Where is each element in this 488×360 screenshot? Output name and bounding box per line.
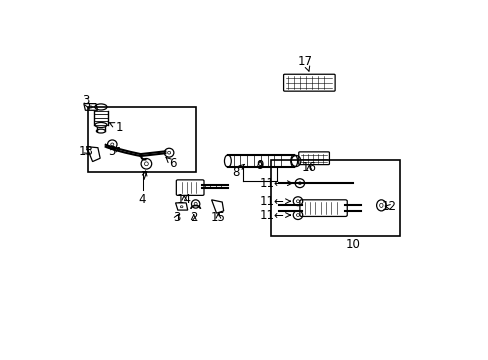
Text: 16: 16 bbox=[301, 161, 316, 175]
Text: 12: 12 bbox=[381, 200, 396, 213]
Text: 1: 1 bbox=[109, 121, 123, 134]
Text: 3: 3 bbox=[173, 211, 180, 224]
Text: 9: 9 bbox=[256, 159, 264, 172]
Text: 8: 8 bbox=[231, 165, 244, 179]
Text: 11←: 11← bbox=[259, 177, 291, 190]
Bar bbox=[87, 107, 195, 172]
Text: 17: 17 bbox=[298, 55, 312, 71]
Text: 14: 14 bbox=[177, 193, 191, 206]
Text: 4: 4 bbox=[139, 193, 146, 206]
Text: 10: 10 bbox=[345, 238, 360, 251]
Text: 11←: 11← bbox=[259, 195, 290, 208]
Text: 15: 15 bbox=[210, 211, 225, 224]
Text: 5: 5 bbox=[108, 145, 119, 158]
Text: 13: 13 bbox=[78, 145, 93, 158]
Text: 11←: 11← bbox=[259, 208, 290, 221]
Text: 7: 7 bbox=[141, 170, 148, 183]
Bar bbox=[271, 159, 400, 236]
Text: 2: 2 bbox=[190, 211, 197, 224]
Text: 3: 3 bbox=[82, 94, 89, 109]
Text: 6: 6 bbox=[166, 157, 176, 170]
